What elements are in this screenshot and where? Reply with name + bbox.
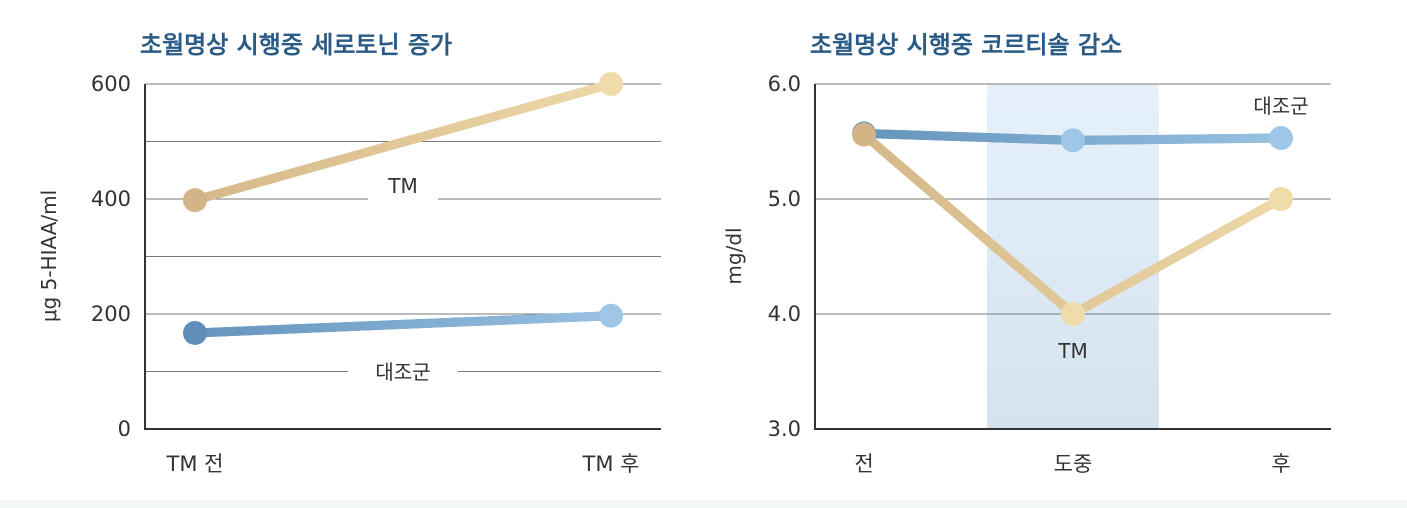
serotonin-label-bg [368, 171, 438, 201]
serotonin-segment-대조군 [190, 311, 616, 338]
serotonin-y-tick-0: 0 [118, 417, 131, 441]
serotonin-y-tick-200: 200 [91, 302, 131, 326]
cortisol-x-tick-도중: 도중 [1054, 452, 1093, 476]
serotonin-series-label-대조군: 대조군 [375, 360, 430, 384]
cortisol-point-대조군-2 [1269, 126, 1293, 151]
cortisol-x-tick-전: 전 [854, 452, 873, 476]
cortisol-y-axis-label: mg/dl [722, 227, 746, 284]
cortisol-segment-대조군 [859, 128, 1078, 145]
serotonin-point-대조군-1 [599, 303, 623, 328]
serotonin-x-ticks: TM 전 TM 후 [166, 452, 640, 476]
cortisol-chart: 초월명상 시행중 코르티솔 감소 mg/dl 3.0 4.0 5.0 6.0 전 도중 후… [722, 31, 1331, 476]
serotonin-label-bg [348, 357, 458, 387]
cortisol-y-ticks: 3.0 4.0 5.0 6.0 [768, 72, 801, 441]
cortisol-y-tick-3.0: 3.0 [768, 417, 801, 441]
serotonin-y-tick-400: 400 [91, 187, 131, 211]
serotonin-y-ticks: 0 200 400 600 [91, 72, 131, 441]
serotonin-point-대조군-0 [183, 320, 207, 345]
serotonin-series-label-TM: TM [387, 174, 417, 198]
cortisol-chart-title: 초월명상 시행중 코르티솔 감소 [810, 31, 1122, 59]
serotonin-x-tick-TM-후: TM 후 [582, 452, 640, 476]
cortisol-segment-TM [1068, 194, 1286, 319]
cortisol-point-TM-2 [1269, 187, 1293, 211]
serotonin-y-tick-600: 600 [91, 72, 131, 96]
cortisol-point-TM-0 [852, 122, 876, 147]
serotonin-x-tick-TM-전: TM 전 [166, 452, 224, 476]
cortisol-series-label-TM: TM [1057, 339, 1087, 363]
cortisol-series [852, 121, 1293, 326]
serotonin-series-labels: TM 대조군 [348, 171, 458, 387]
cortisol-segment-TM [859, 130, 1078, 319]
cortisol-y-tick-4.0: 4.0 [768, 302, 801, 326]
serotonin-series [183, 72, 623, 345]
serotonin-chart: 초월명상 시행중 세로토닌 증가 μg 5-HIAA/ml 0 200 400 600… [37, 31, 661, 476]
cortisol-y-tick-5.0: 5.0 [768, 187, 801, 211]
serotonin-point-TM-0 [183, 188, 207, 213]
serotonin-y-axis-label: μg 5-HIAA/ml [37, 190, 61, 322]
serotonin-chart-title: 초월명상 시행중 세로토닌 증가 [140, 31, 452, 59]
serotonin-point-TM-1 [599, 72, 623, 96]
cortisol-series-labels: 대조군 TM [1057, 94, 1308, 363]
cortisol-segment-대조군 [1068, 133, 1286, 145]
cortisol-point-대조군-1 [1061, 128, 1085, 153]
cortisol-series-label-대조군: 대조군 [1253, 94, 1308, 118]
cortisol-x-ticks: 전 도중 후 [854, 452, 1290, 476]
bottom-divider [0, 500, 1407, 508]
cortisol-y-tick-6.0: 6.0 [768, 72, 801, 96]
cortisol-point-TM-1 [1061, 302, 1085, 326]
serotonin-segment-TM [190, 79, 616, 205]
cortisol-x-tick-후: 후 [1271, 452, 1290, 476]
